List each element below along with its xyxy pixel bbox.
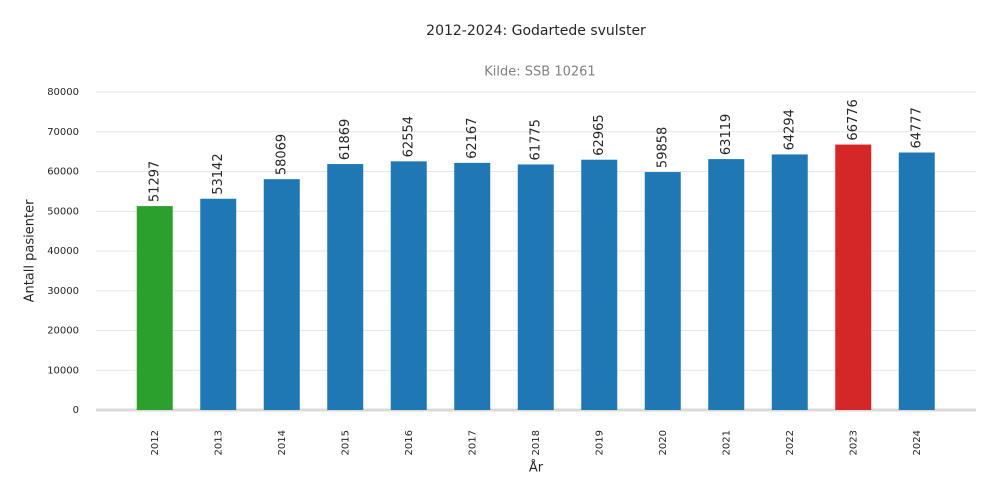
- x-tick-label: 2023: [848, 430, 859, 455]
- y-tick-label: 60000: [47, 167, 79, 178]
- y-tick-label: 0: [73, 405, 79, 416]
- y-tick-label: 20000: [47, 326, 79, 337]
- bar: [835, 144, 872, 410]
- x-tick-label: 2015: [340, 430, 351, 455]
- value-label: 59858: [655, 127, 670, 168]
- x-tick-label: 2022: [785, 430, 796, 455]
- value-label: 66776: [846, 99, 861, 140]
- bar: [517, 164, 554, 410]
- x-tick-label: 2024: [912, 430, 923, 455]
- value-label: 62167: [465, 118, 480, 159]
- value-label: 53142: [211, 153, 226, 194]
- value-label: 58069: [274, 134, 289, 175]
- value-label: 61775: [528, 119, 543, 160]
- value-label: 62554: [401, 116, 416, 157]
- bar: [136, 206, 173, 410]
- y-tick-label: 10000: [47, 365, 79, 376]
- bar: [200, 198, 237, 410]
- value-label: 51297: [147, 161, 162, 202]
- y-tick-label: 40000: [47, 246, 79, 257]
- x-tick-label: 2020: [658, 430, 669, 455]
- value-label: 62965: [592, 114, 607, 155]
- bar: [263, 179, 300, 410]
- x-tick-label: 2018: [531, 430, 542, 455]
- bar: [898, 152, 935, 411]
- value-label: 63119: [719, 114, 734, 155]
- x-tick-label: 2016: [404, 430, 415, 455]
- y-tick-label: 30000: [47, 286, 79, 297]
- chart-title: 2012-2024: Godartede svulster: [426, 23, 646, 39]
- value-label: 64294: [782, 109, 797, 150]
- y-tick-label: 70000: [47, 127, 79, 138]
- bar: [771, 154, 808, 410]
- bar: [644, 172, 681, 410]
- x-tick-label: 2017: [467, 430, 478, 455]
- x-tick-label: 2012: [150, 430, 161, 455]
- bar: [581, 159, 618, 410]
- bar: [390, 161, 427, 410]
- x-tick-label: 2013: [213, 430, 224, 455]
- bar: [454, 162, 491, 410]
- value-label: 64777: [909, 107, 924, 148]
- value-label: 61869: [338, 119, 353, 160]
- bar: [327, 164, 364, 410]
- bar: [708, 159, 745, 410]
- x-tick-label: 2019: [594, 430, 605, 455]
- x-tick-label: 2021: [721, 430, 732, 455]
- y-tick-label: 50000: [47, 206, 79, 217]
- y-axis-label: Antall pasienter: [23, 199, 38, 302]
- y-tick-label: 80000: [47, 87, 79, 98]
- x-tick-label: 2014: [277, 430, 288, 455]
- x-axis-label: År: [529, 460, 544, 476]
- chart-subtitle: Kilde: SSB 10261: [484, 65, 595, 80]
